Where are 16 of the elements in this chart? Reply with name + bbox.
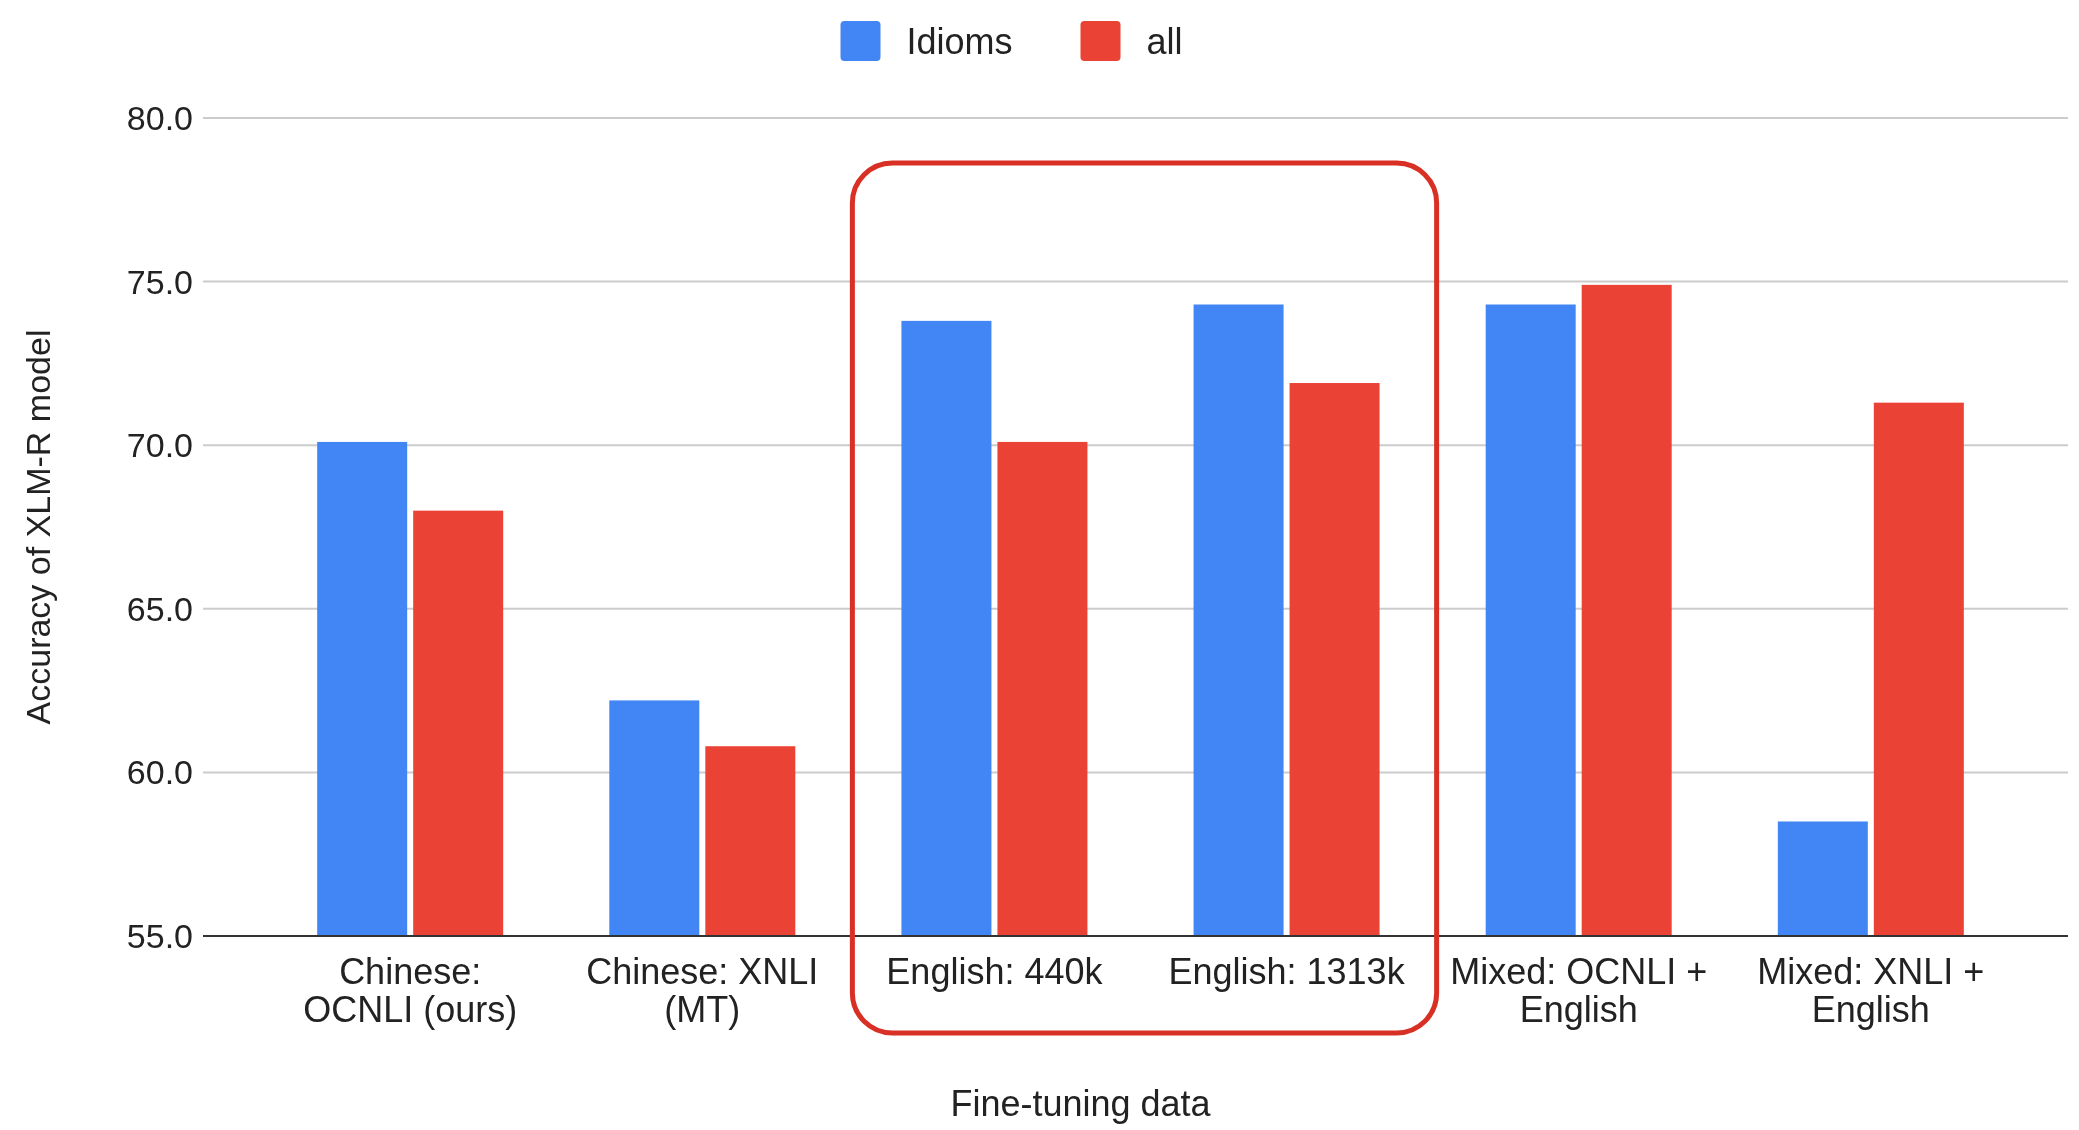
x-tick-label: Mixed: OCNLI + English	[1450, 951, 1708, 1030]
y-tick-label: 70.0	[126, 426, 193, 465]
x-tick-label: Chinese: XNLI (MT)	[586, 951, 819, 1030]
x-axis-title: Fine-tuning data	[950, 1083, 1212, 1124]
legend-label: Idioms	[906, 20, 1013, 62]
y-tick-label: 55.0	[126, 917, 193, 955]
x-tick-label: Chinese: OCNLI (ours)	[303, 951, 518, 1030]
y-tick-label: 75.0	[126, 262, 193, 301]
x-tick-label: English: 440k	[886, 951, 1104, 992]
y-tick-label: 65.0	[126, 589, 193, 628]
y-tick-label: 80.0	[126, 99, 193, 137]
legend-label: all	[1146, 20, 1183, 62]
y-axis-title: Accuracy of XLM-R model	[19, 329, 57, 725]
y-tick-label: 60.0	[126, 753, 193, 792]
x-tick-label: Mixed: XNLI + English	[1757, 951, 1985, 1030]
x-tick-label: English: 1313k	[1168, 951, 1406, 992]
